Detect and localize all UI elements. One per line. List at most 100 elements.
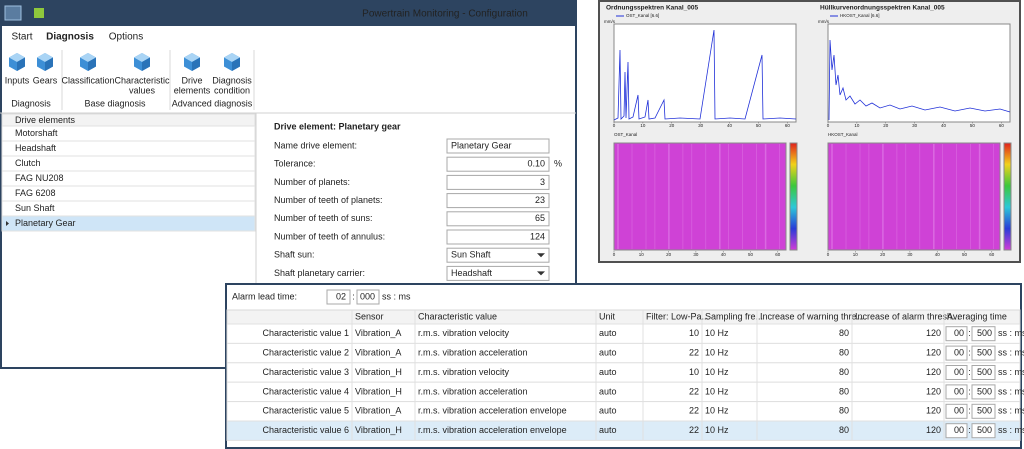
- button-label: Characteristic: [114, 75, 170, 85]
- ribbon-tab[interactable]: Options: [109, 32, 143, 43]
- button-label: elements: [174, 85, 211, 95]
- filter: 22: [689, 347, 699, 357]
- drive-element-list: Drive elementsMotorshaftHeadshaftClutchF…: [2, 114, 255, 231]
- x-tick-label: 50: [962, 252, 968, 257]
- separator: :: [352, 291, 355, 301]
- avg-seconds: 00: [954, 367, 964, 377]
- ribbon-group-label: Advanced diagnosis: [172, 98, 253, 108]
- sampling: 10 Hz: [705, 367, 729, 377]
- save-icon: [34, 8, 44, 18]
- ribbon-tab[interactable]: Diagnosis: [46, 32, 94, 43]
- field-value: 0.10: [527, 159, 545, 169]
- alarm: 120: [926, 347, 941, 357]
- time-unit: ss : ms: [998, 347, 1024, 357]
- warning: 80: [839, 386, 849, 396]
- separator: :: [968, 367, 971, 377]
- input-box[interactable]: [447, 194, 549, 208]
- field-value: Sun Shaft: [451, 250, 491, 260]
- field-value: 65: [535, 213, 545, 223]
- field-label: Number of planets:: [274, 177, 350, 187]
- filter: 22: [689, 425, 699, 435]
- field-label: Name drive element:: [274, 140, 357, 150]
- colorbar: [790, 143, 797, 250]
- chart-title: Hüllkurvenordnungsspektren Kanal_005: [820, 5, 945, 12]
- list-item: Headshaft: [15, 143, 57, 153]
- sensor: Vibration_A: [355, 406, 401, 416]
- alarm: 120: [926, 386, 941, 396]
- column-header: Increase of warning thre...: [760, 311, 864, 321]
- avg-ms: 500: [977, 367, 992, 377]
- characteristic-value-window: Alarm lead time:02:000ss : msSensorChara…: [226, 284, 1024, 448]
- characteristic: r.m.s. vibration acceleration envelope: [418, 406, 567, 416]
- separator: :: [968, 347, 971, 357]
- button-label: values: [129, 85, 156, 95]
- characteristic: r.m.s. vibration acceleration envelope: [418, 425, 567, 435]
- x-tick-label: 20: [666, 252, 672, 257]
- filter: 22: [689, 406, 699, 416]
- field-value: 23: [535, 195, 545, 205]
- x-tick-label: 20: [880, 252, 886, 257]
- alarm-label: Alarm lead time:: [232, 291, 297, 301]
- sampling: 10 Hz: [705, 347, 729, 357]
- field-label: Shaft sun:: [274, 250, 315, 260]
- row-label: Characteristic value 5: [262, 406, 349, 416]
- unit: auto: [599, 328, 617, 338]
- avg-seconds: 00: [954, 406, 964, 416]
- heatmap: [828, 143, 1000, 250]
- list-header-label: Drive elements: [15, 115, 76, 125]
- spectra-window: Ordnungsspektren Kanal_005OST_Kanal [6.6…: [599, 1, 1020, 262]
- separator: :: [968, 328, 971, 338]
- unit: auto: [599, 347, 617, 357]
- button-label: Classification: [61, 75, 114, 85]
- legend-label: OST_Kanal [6.6]: [626, 13, 659, 18]
- time-unit: ss : ms: [998, 367, 1024, 377]
- x-tick-label: 10: [854, 123, 860, 128]
- list-item: Clutch: [15, 158, 41, 168]
- field-label: Number of teeth of annulus:: [274, 231, 385, 241]
- x-tick-label: 50: [756, 123, 762, 128]
- warning: 80: [839, 425, 849, 435]
- x-tick-label: 40: [941, 123, 947, 128]
- x-tick-label: 10: [639, 252, 645, 257]
- separator: :: [968, 406, 971, 416]
- x-tick-label: 60: [989, 252, 995, 257]
- column-header: Filter: Low-Pa...: [646, 311, 709, 321]
- input-box[interactable]: [447, 175, 549, 189]
- alarm: 120: [926, 367, 941, 377]
- row-label: Characteristic value 2: [262, 347, 349, 357]
- column-header: Unit: [599, 311, 616, 321]
- input-box[interactable]: [447, 212, 549, 226]
- sampling: 10 Hz: [705, 406, 729, 416]
- sensor: Vibration_A: [355, 347, 401, 357]
- avg-ms: 500: [977, 386, 992, 396]
- list-item: Planetary Gear: [15, 218, 76, 228]
- chart-title: Ordnungsspektren Kanal_005: [606, 5, 698, 12]
- characteristic: r.m.s. vibration velocity: [418, 367, 510, 377]
- button-label: Inputs: [5, 75, 30, 85]
- sensor: Vibration_H: [355, 367, 402, 377]
- field-value: Planetary Gear: [451, 140, 512, 150]
- ribbon-group-label: Diagnosis: [11, 98, 51, 108]
- y-unit: mm/s: [604, 19, 616, 24]
- avg-seconds: 00: [954, 328, 964, 338]
- alarm: 120: [926, 406, 941, 416]
- x-tick-label: 30: [693, 252, 699, 257]
- sampling: 10 Hz: [705, 328, 729, 338]
- button-label: Diagnosis: [212, 75, 252, 85]
- x-tick-label: 20: [669, 123, 675, 128]
- button-label: condition: [214, 85, 250, 95]
- filter: 10: [689, 328, 699, 338]
- characteristic: r.m.s. vibration velocity: [418, 328, 510, 338]
- ribbon-tab[interactable]: Start: [11, 32, 32, 43]
- heatmap-label: HKOST_Kanal: [828, 132, 858, 137]
- sampling: 10 Hz: [705, 425, 729, 435]
- x-tick-label: 50: [748, 252, 754, 257]
- separator: :: [968, 425, 971, 435]
- time-unit: ss : ms: [998, 425, 1024, 435]
- spectrum-plot: [828, 24, 1010, 122]
- colorbar: [1004, 143, 1011, 250]
- button-label: Gears: [33, 75, 58, 85]
- avg-seconds: 00: [954, 386, 964, 396]
- alarm-ms: 000: [360, 291, 375, 301]
